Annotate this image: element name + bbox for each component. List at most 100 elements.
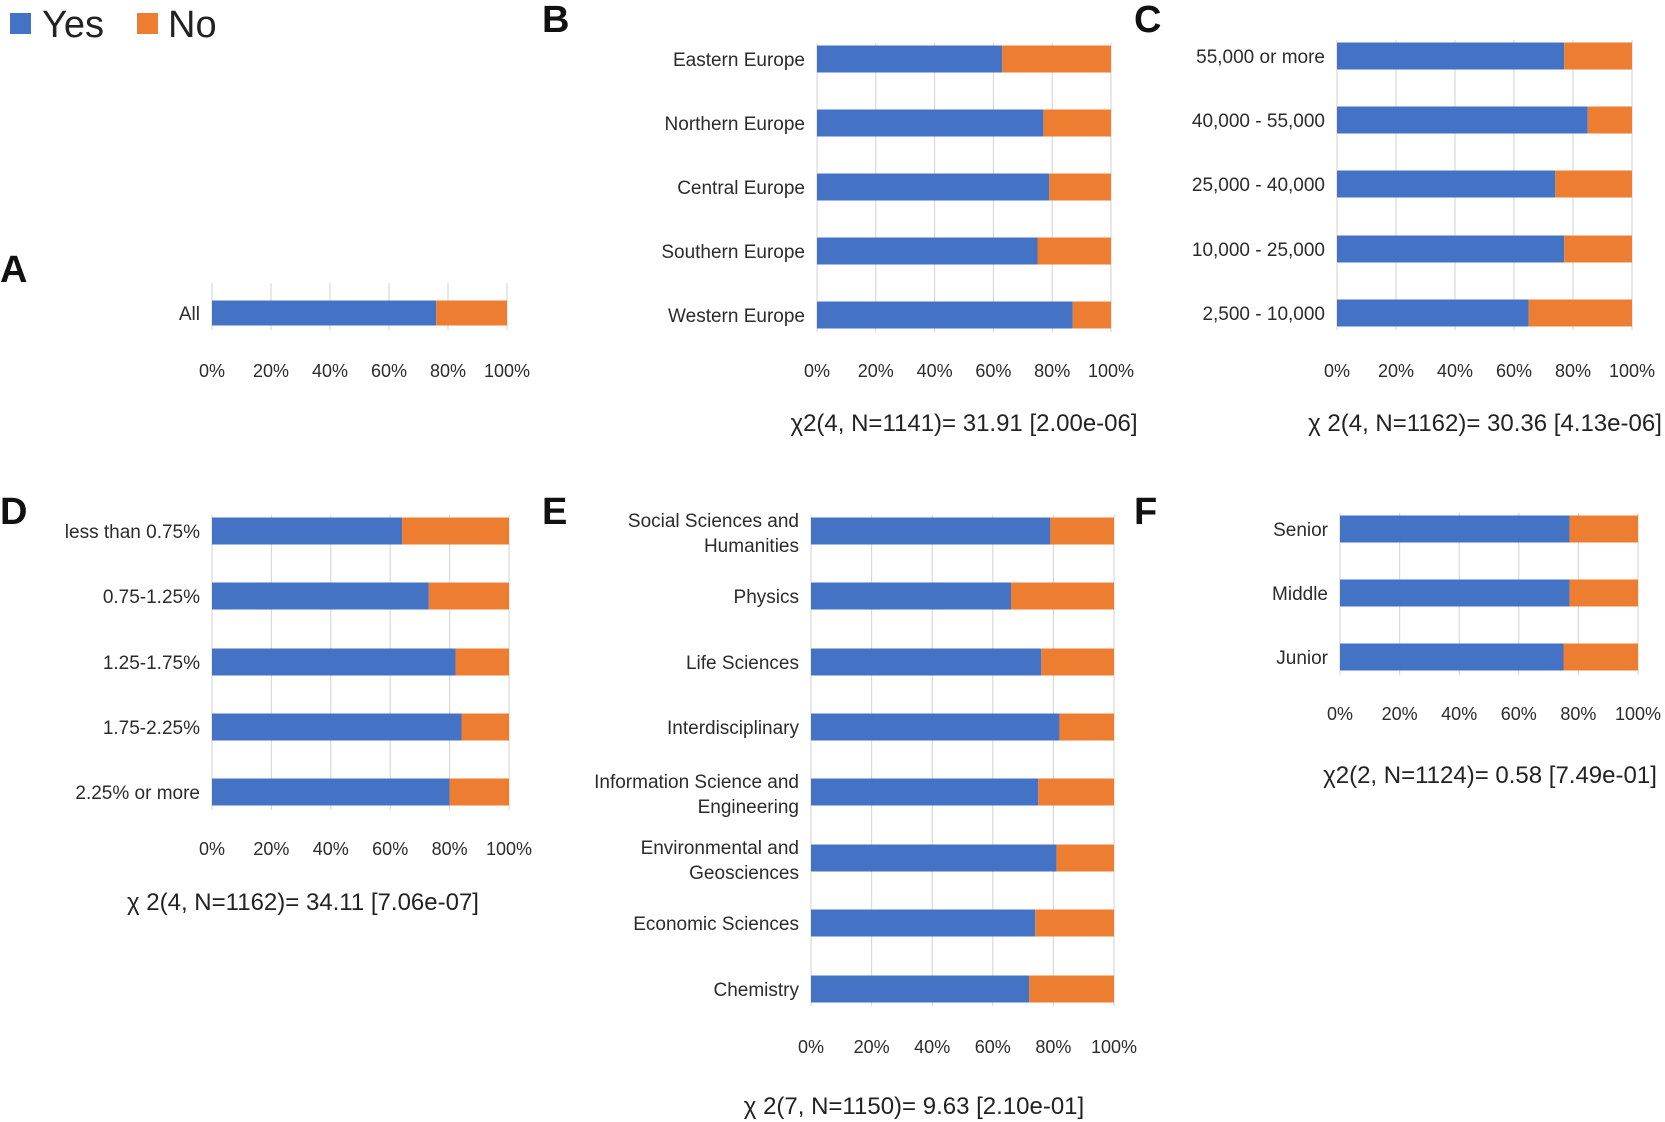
category-label: 1.75-2.25% <box>103 718 200 739</box>
legend-yes-label: Yes <box>42 4 104 46</box>
bar-no <box>1041 648 1114 676</box>
category-label: Junior <box>1276 648 1328 669</box>
x-tick-label: 80% <box>1034 361 1070 381</box>
chart-panel-f: 0% 20% 40% 60% 80% 100% Senior Middle Junior χ2(2… <box>1272 513 1661 789</box>
bar-no <box>1072 301 1111 329</box>
bar-yes <box>1337 170 1556 198</box>
chart-panel-e: 0% 20% 40% 60% 80% 100% Social Sciences and Hum… <box>594 511 1137 1120</box>
bar-yes <box>1340 643 1564 671</box>
x-tick-label: 60% <box>975 1037 1011 1057</box>
category-label: Senior <box>1273 520 1329 541</box>
x-tick-label: 100% <box>1609 361 1655 381</box>
x-tick-label: 0% <box>199 839 225 859</box>
bar-yes <box>811 778 1039 806</box>
bar-no <box>1564 42 1632 70</box>
x-tick-label: 20% <box>1382 704 1418 724</box>
chi-square-stat: χ 2(7, N=1150)= 9.63 [2.10e-01] <box>744 1093 1084 1120</box>
chart-panel-a: 0% 20% 40% 60% 80% 100% All <box>179 283 530 381</box>
bar-no <box>1569 579 1638 607</box>
category-label-line: Humanities <box>704 536 799 557</box>
category-label: 2,500 - 10,000 <box>1202 304 1325 325</box>
x-tick-label: 80% <box>432 839 468 859</box>
bar-yes <box>811 909 1036 937</box>
bar-no <box>1049 173 1111 201</box>
bar-yes <box>811 517 1051 545</box>
legend-yes-swatch <box>10 13 31 34</box>
legend-no-swatch <box>137 13 158 34</box>
bar-yes <box>811 582 1011 610</box>
x-tick-label: 60% <box>372 839 408 859</box>
bar-no <box>1569 515 1638 543</box>
category-label: Social Sciences and Humanities <box>628 511 799 557</box>
bar-no <box>1010 582 1114 610</box>
bar-no <box>1029 975 1114 1003</box>
bar-yes <box>212 517 403 545</box>
category-label: Western Europe <box>668 306 805 327</box>
bar-no <box>402 517 509 545</box>
bar-yes <box>817 173 1050 201</box>
bar-yes <box>212 778 450 806</box>
x-tick-label: 100% <box>1615 704 1661 724</box>
x-tick-label: 100% <box>1091 1037 1137 1057</box>
x-tick-label: 40% <box>1441 704 1477 724</box>
bar-yes <box>811 713 1060 741</box>
legend: Yes No <box>10 4 217 46</box>
bar-yes <box>1337 42 1565 70</box>
panel-letter-A: A <box>0 249 27 291</box>
bar-no <box>1564 235 1632 263</box>
x-tick-label: 20% <box>253 361 289 381</box>
x-tick-label: 40% <box>1437 361 1473 381</box>
chart-panel-b: 0% 20% 40% 60% 80% 100% Eastern Europe Northern… <box>661 43 1138 437</box>
category-label: Middle <box>1272 584 1328 605</box>
bar-yes <box>817 237 1038 265</box>
bar-no <box>1587 106 1632 134</box>
chi-square-stat: χ 2(4, N=1162)= 30.36 [4.13e-06] <box>1308 410 1662 437</box>
category-label: Environmental and Geosciences <box>641 838 799 884</box>
chi-square-stat: χ2(2, N=1124)= 0.58 [7.49e-01] <box>1323 762 1657 789</box>
category-label-line: Engineering <box>698 797 799 818</box>
category-label: Life Sciences <box>686 653 799 674</box>
bar-yes <box>1337 299 1529 327</box>
panel-letter-F: F <box>1134 491 1157 533</box>
bar-yes <box>212 713 462 741</box>
x-tick-label: 100% <box>1088 361 1134 381</box>
bar-yes <box>811 844 1057 872</box>
x-tick-label: 60% <box>371 361 407 381</box>
x-tick-label: 80% <box>1555 361 1591 381</box>
bar-yes <box>212 300 437 326</box>
category-label-line: Geosciences <box>689 863 799 884</box>
x-tick-label: 0% <box>798 1037 824 1057</box>
bar-no <box>1056 844 1114 872</box>
x-tick-label: 20% <box>253 839 289 859</box>
x-tick-label: 80% <box>430 361 466 381</box>
category-label: Chemistry <box>713 980 799 1001</box>
category-label: 40,000 - 55,000 <box>1192 111 1325 132</box>
bar-yes <box>817 45 1003 73</box>
panel-letter-C: C <box>1134 0 1161 41</box>
x-tick-label: 80% <box>1560 704 1596 724</box>
x-tick-label: 20% <box>1378 361 1414 381</box>
category-label: Central Europe <box>677 178 805 199</box>
x-tick-label: 0% <box>1324 361 1350 381</box>
category-label: 0.75-1.25% <box>103 587 200 608</box>
category-label: Eastern Europe <box>673 50 805 71</box>
chi-square-stat: χ2(4, N=1141)= 31.91 [2.00e-06] <box>790 410 1137 437</box>
category-label-line: Environmental and <box>641 838 799 859</box>
x-tick-label: 20% <box>858 361 894 381</box>
bar-yes <box>212 582 429 610</box>
bar-no <box>1059 713 1114 741</box>
x-tick-label: 0% <box>199 361 225 381</box>
category-label: Information Science and Engineering <box>594 772 799 818</box>
category-label: All <box>179 304 200 325</box>
x-tick-label: 100% <box>484 361 530 381</box>
category-label: 1.25-1.75% <box>103 653 200 674</box>
bar-yes <box>817 109 1044 137</box>
bar-yes <box>811 648 1042 676</box>
x-tick-label: 0% <box>1327 704 1353 724</box>
bar-no <box>1043 109 1111 137</box>
x-tick-label: 20% <box>854 1037 890 1057</box>
panel-letter-E: E <box>542 491 567 533</box>
category-label: Physics <box>734 587 799 608</box>
chart-panel-d: 0% 20% 40% 60% 80% 100% less than 0.75% 0.75-1.… <box>65 515 532 916</box>
